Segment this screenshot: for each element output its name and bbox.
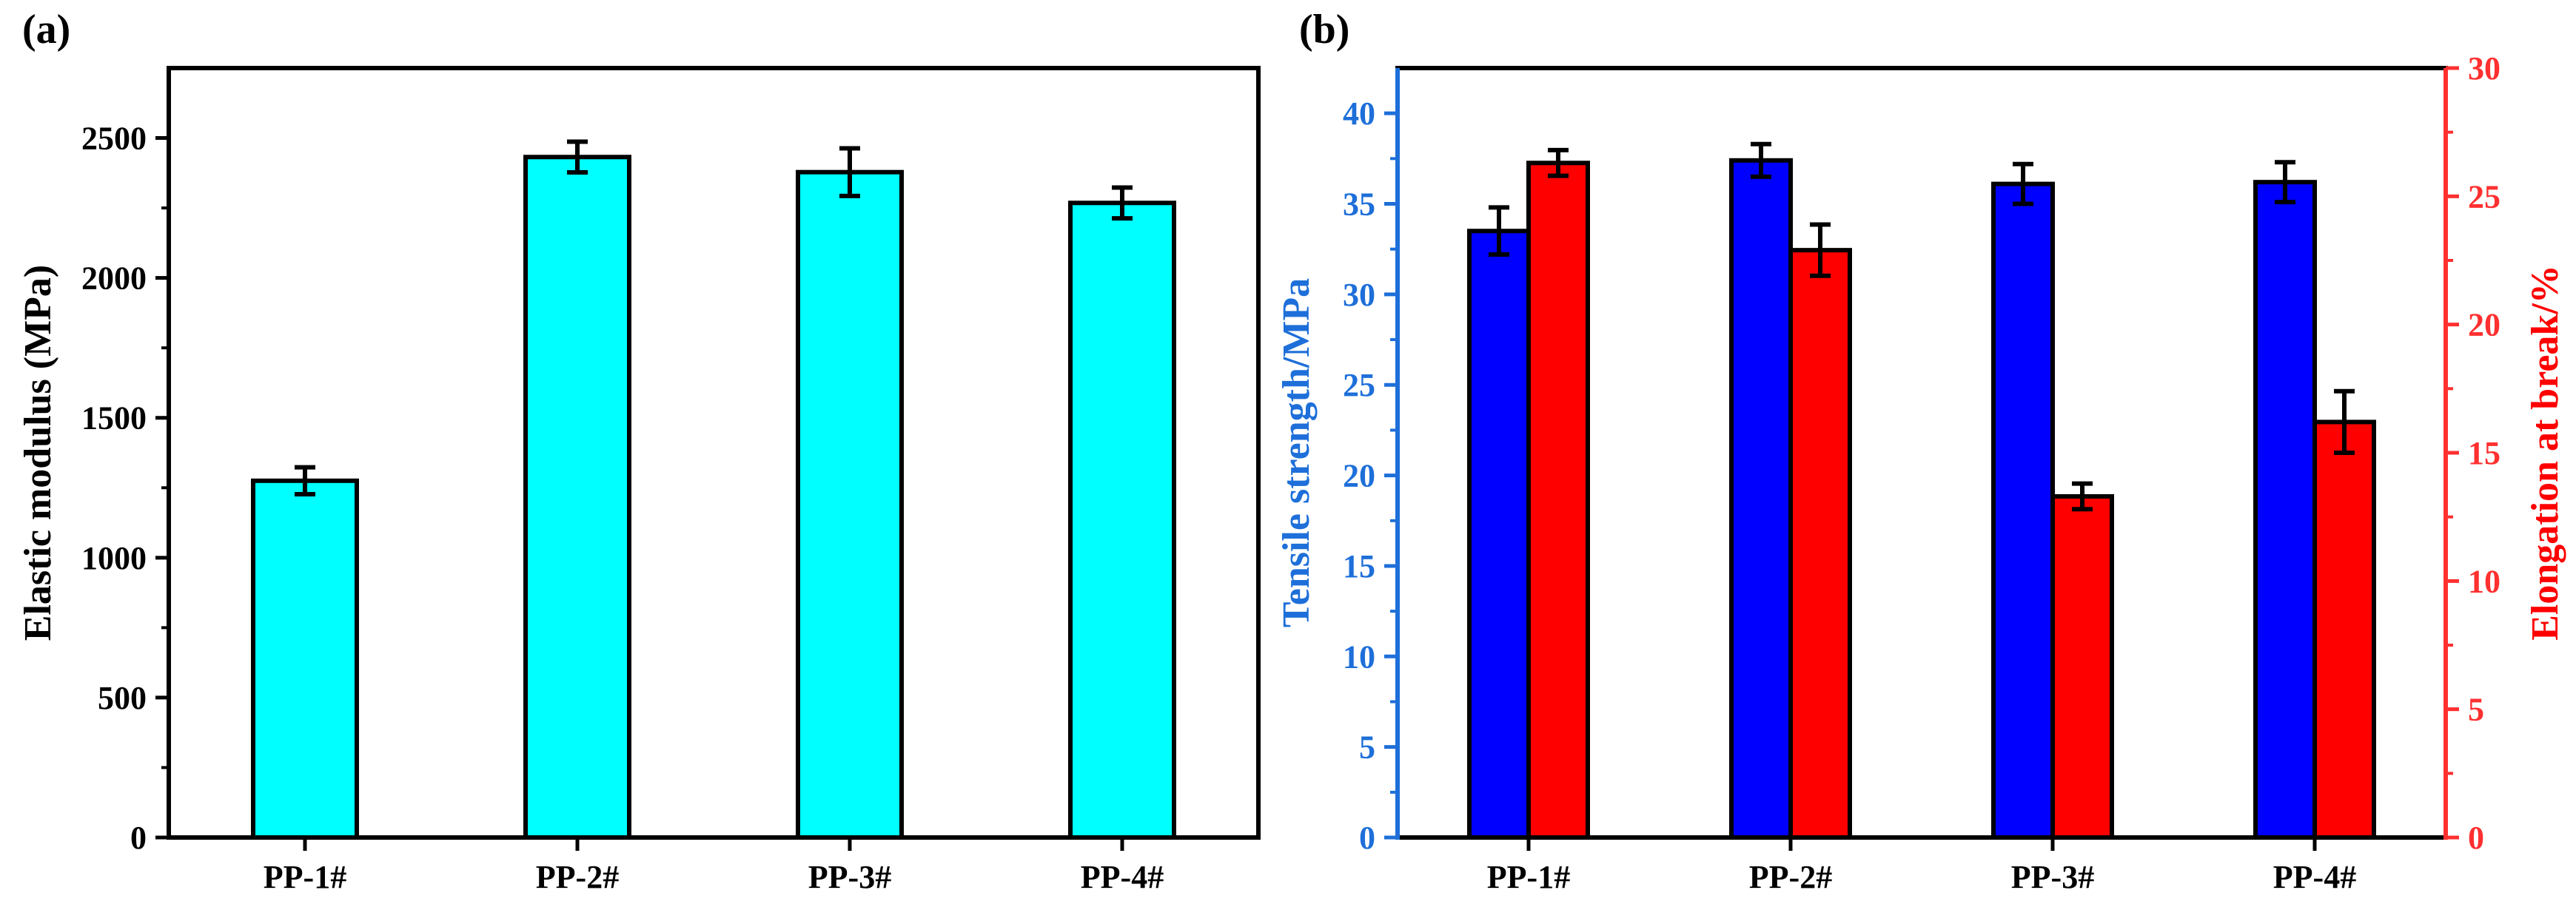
panel-b-y-axis-label: Tensile strength/MPa bbox=[1275, 278, 1318, 627]
bar-tensile-strength-pp-2 bbox=[1729, 158, 1793, 840]
panel-a-x-tick-label: PP-3# bbox=[808, 859, 891, 895]
bar-elongation-pp-4 bbox=[2312, 419, 2376, 840]
panel-b-y2-tick-label: 20 bbox=[2468, 307, 2500, 343]
panel-b-y-tick-label: 40 bbox=[1343, 95, 1375, 132]
panel-b-y-tick-label: 20 bbox=[1343, 458, 1375, 494]
panel-b-x-tick-label: PP-2# bbox=[1749, 859, 1832, 895]
panel-a-y-tick-label: 2000 bbox=[81, 260, 147, 297]
panel-b-y2-tick-label: 30 bbox=[2468, 50, 2500, 87]
bar-elastic-modulus-pp-4 bbox=[1068, 200, 1176, 840]
panel-a-x-tick-label: PP-2# bbox=[536, 859, 619, 895]
panel-b-left-y-ticks: 0 5 10 15 20 25 30 35 40 bbox=[1343, 95, 1398, 856]
panel-a-y-tick-label: 500 bbox=[98, 680, 147, 716]
bar-elastic-modulus-pp-2 bbox=[523, 155, 631, 840]
panel-a-y-ticks: 0 500 1000 1500 2000 2500 bbox=[81, 121, 169, 856]
panel-b-x-ticks: PP-1# PP-2# PP-3# PP-4# bbox=[1487, 837, 2356, 895]
bar-elongation-pp-1 bbox=[1526, 161, 1590, 840]
bar-tensile-strength-pp-4 bbox=[2253, 180, 2317, 840]
panel-a: (a) 0 500 1000 1500 2000 2500 PP-1# PP-2# PP-3#… bbox=[17, 7, 1261, 895]
panel-b-y2-tick-label: 0 bbox=[2468, 820, 2484, 856]
panel-a-y-tick-label: 1500 bbox=[81, 400, 147, 437]
panel-b-y-tick-label: 10 bbox=[1343, 638, 1375, 675]
bar-elongation-pp-3 bbox=[2050, 493, 2114, 840]
panel-b-bars bbox=[1467, 158, 2376, 840]
panel-a-bars bbox=[251, 155, 1176, 840]
panel-b-y-tick-label: 0 bbox=[1359, 820, 1375, 856]
panel-a-y-tick-label: 0 bbox=[130, 820, 147, 856]
bar-tensile-strength-pp-1 bbox=[1467, 229, 1531, 840]
bar-elastic-modulus-pp-3 bbox=[796, 169, 904, 840]
panel-b-y2-tick-label: 15 bbox=[2468, 435, 2500, 471]
panel-b-x-tick-label: PP-1# bbox=[1487, 859, 1570, 895]
panel-b-label: (b) bbox=[1299, 7, 1349, 53]
panel-b-y2-tick-label: 10 bbox=[2468, 563, 2500, 599]
bar-elastic-modulus-pp-1 bbox=[251, 478, 359, 840]
panel-a-x-tick-label: PP-4# bbox=[1081, 859, 1164, 895]
panel-b-y2-tick-label: 5 bbox=[2468, 692, 2484, 728]
panel-b-y2-tick-label: 25 bbox=[2468, 178, 2500, 215]
panel-a-x-ticks: PP-1# PP-2# PP-3# PP-4# bbox=[264, 837, 1164, 895]
panel-b-y-tick-label: 35 bbox=[1343, 186, 1375, 223]
panel-a-y-tick-label: 2500 bbox=[81, 121, 147, 157]
panel-a-error-bars bbox=[295, 139, 1133, 496]
panel-a-y-axis-label: Elastic modulus (MPa) bbox=[17, 265, 59, 641]
panel-a-y-tick-label: 1000 bbox=[81, 540, 147, 576]
panel-b-y2-axis-label: Elongation at break/% bbox=[2524, 265, 2566, 641]
bar-tensile-strength-pp-3 bbox=[1991, 181, 2055, 840]
panel-b-y-tick-label: 15 bbox=[1343, 548, 1375, 584]
panel-b-y-tick-label: 25 bbox=[1343, 367, 1375, 403]
panel-b-x-tick-label: PP-4# bbox=[2273, 859, 2356, 895]
panel-b-y-tick-label: 30 bbox=[1343, 277, 1375, 313]
panel-b-y-tick-label: 5 bbox=[1359, 729, 1375, 766]
panel-a-x-tick-label: PP-1# bbox=[264, 859, 346, 895]
panel-a-plot-frame bbox=[167, 66, 1261, 840]
panel-b-error-bars bbox=[1489, 141, 2355, 512]
panel-a-label: (a) bbox=[22, 7, 70, 53]
panel-b-right-y-ticks: 0 5 10 15 20 25 30 bbox=[2446, 50, 2500, 856]
panel-b-x-tick-label: PP-3# bbox=[2011, 859, 2094, 895]
bar-elongation-pp-2 bbox=[1788, 248, 1852, 840]
